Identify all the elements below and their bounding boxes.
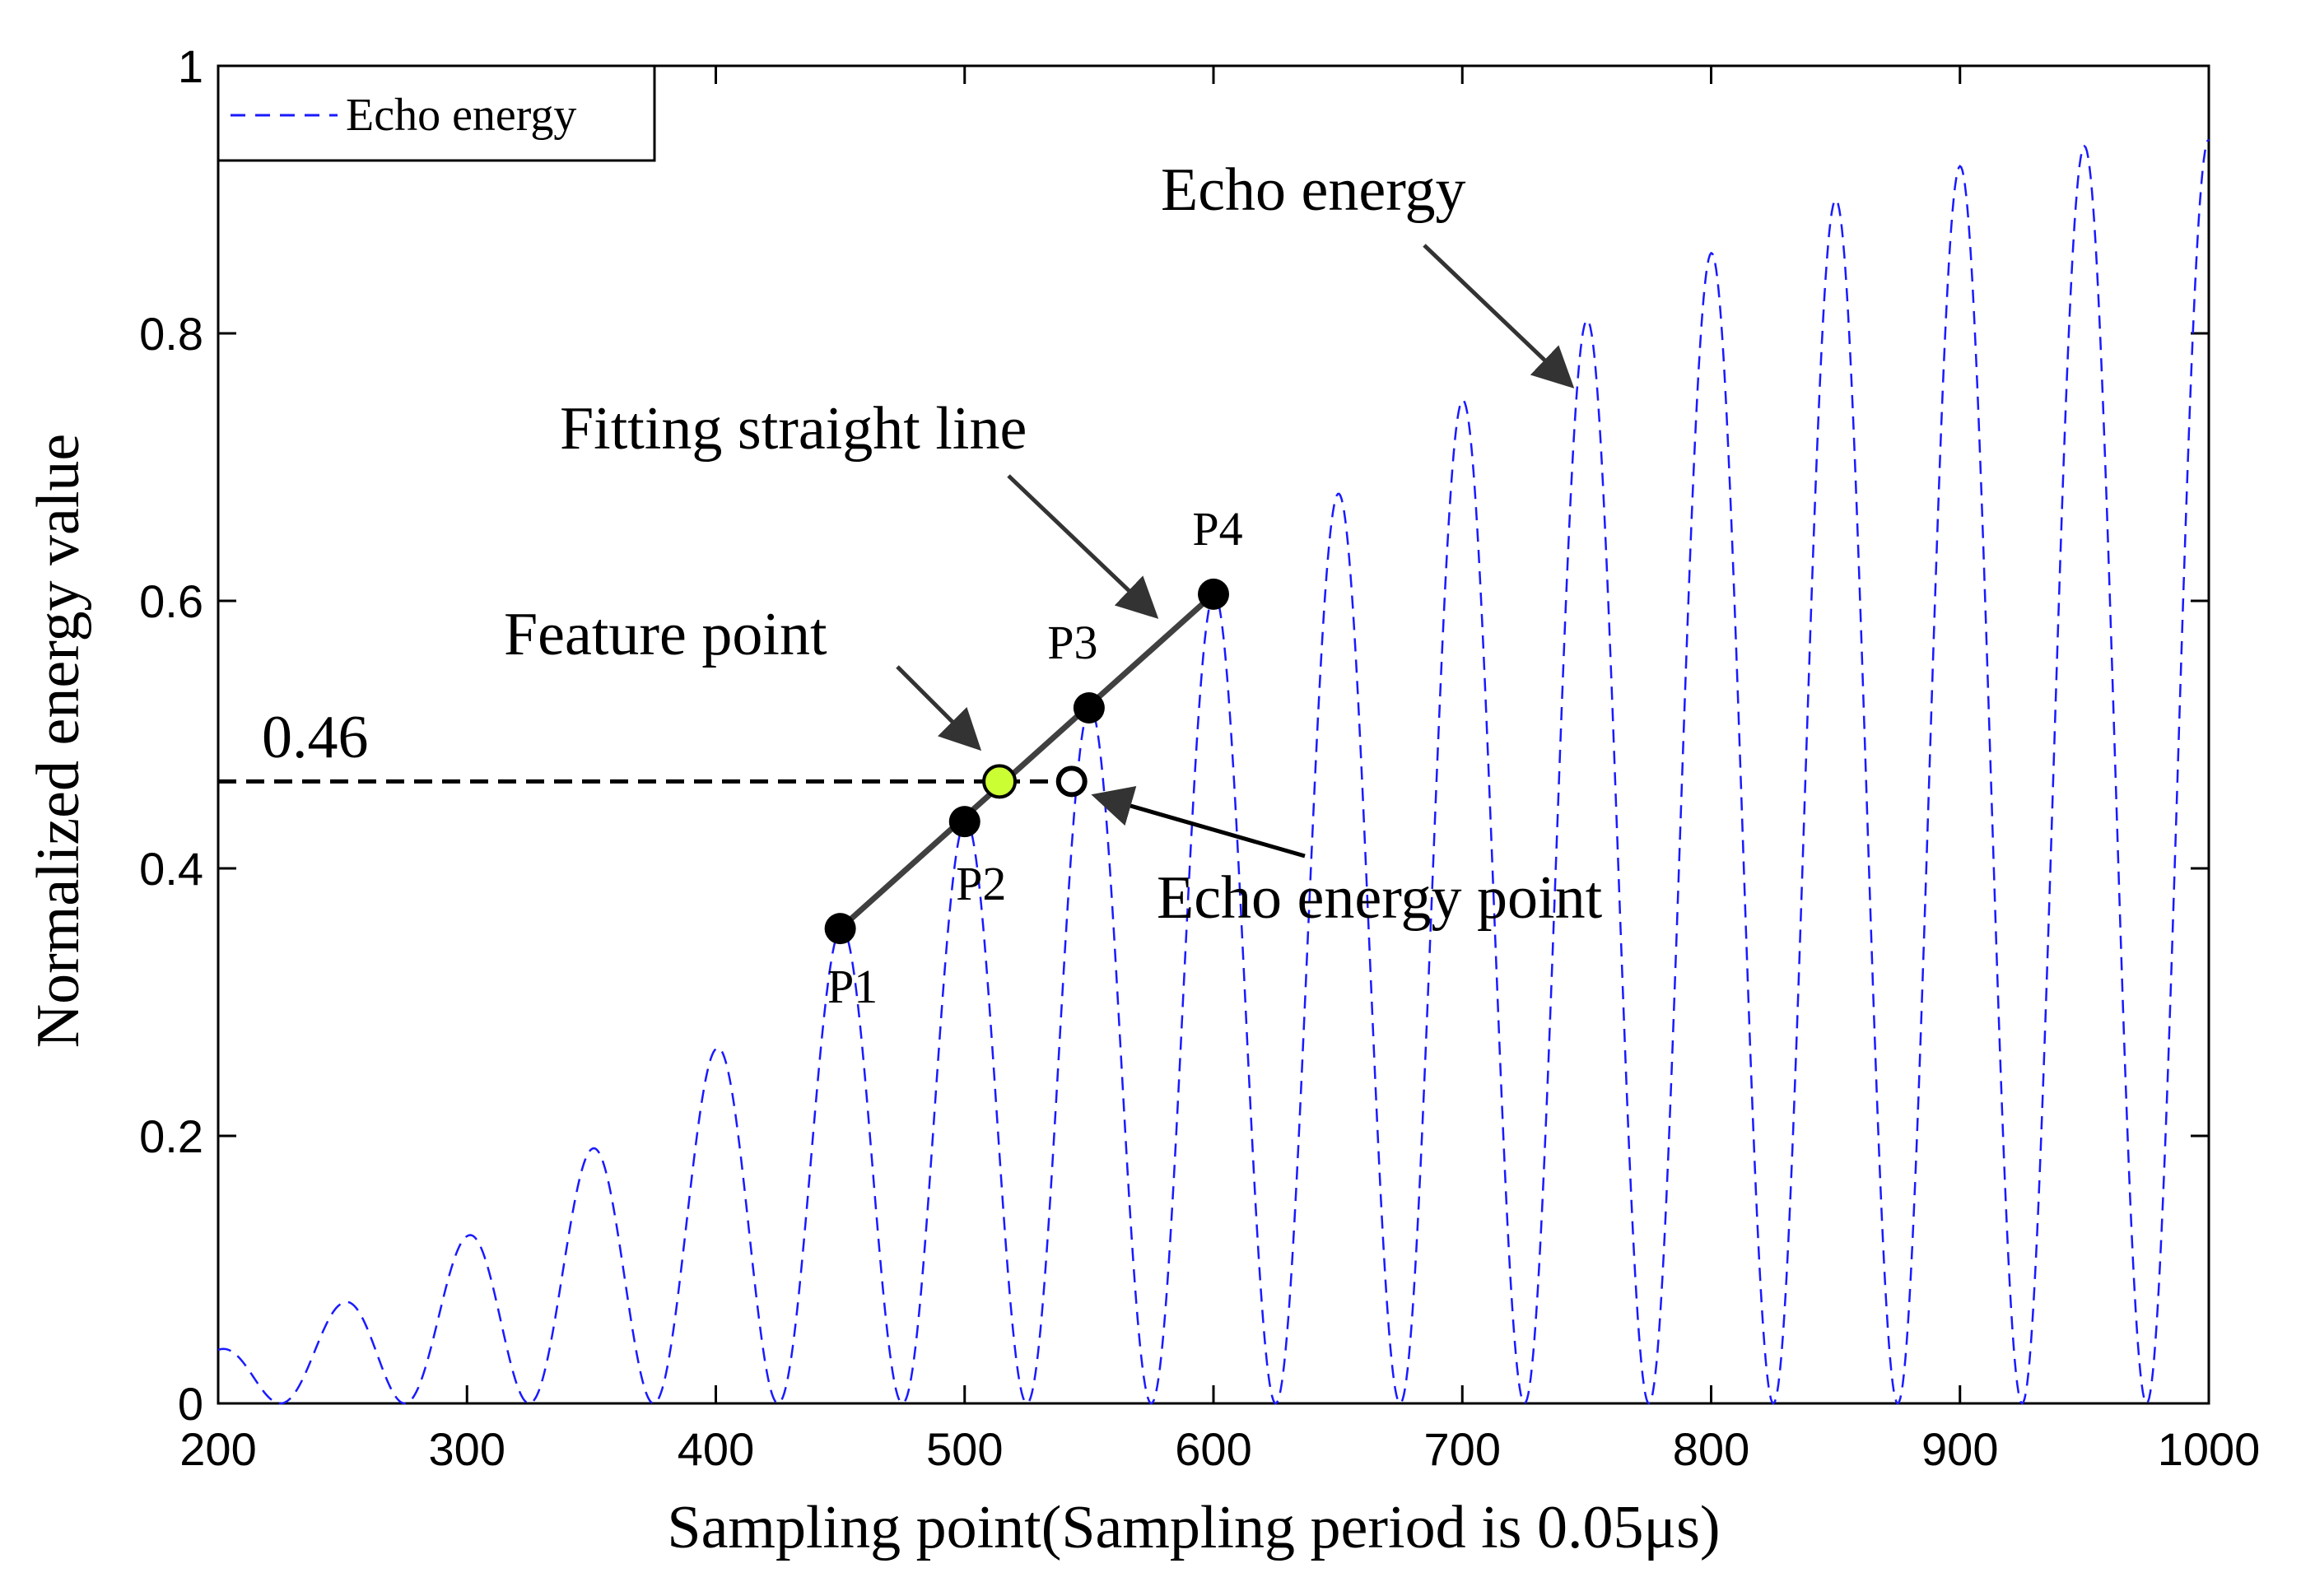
axes-frame (217, 64, 2210, 1405)
x-tick-label: 700 (1424, 1423, 1501, 1475)
x-tick-label: 300 (429, 1423, 505, 1475)
plot-border (217, 64, 2210, 1405)
x-tick-label: 400 (678, 1423, 754, 1475)
y-tick-label: 0 (178, 1378, 203, 1430)
arrow-echo-energy (1423, 244, 1575, 389)
labels: Sampling point(Sampling period is 0.05μs… (25, 156, 1721, 1561)
y-tick-label: 0.4 (139, 843, 203, 895)
feature-point (982, 764, 1018, 799)
fit-point-label-p3: P3 (1047, 616, 1097, 669)
arrow-echo-energy-point (1091, 786, 1306, 858)
arrow-feature-point (896, 665, 982, 751)
echo-energy-point (1055, 765, 1088, 798)
fit-point-p4 (1198, 578, 1229, 610)
fit-point-label-p2: P2 (956, 857, 1006, 910)
x-axis-label: Sampling point(Sampling period is 0.05μs… (667, 1494, 1720, 1561)
y-tick-label: 0.2 (139, 1110, 203, 1162)
annotation-fitting-line: Fitting straight line (560, 395, 1027, 463)
x-tick-label: 200 (179, 1423, 256, 1475)
fit-point-p1 (824, 913, 856, 945)
x-tick-label: 1000 (2158, 1423, 2261, 1475)
legend: Echo energy (217, 64, 656, 162)
echo-energy-curve (217, 138, 2210, 1405)
annotation-feature-point: Feature point (504, 601, 827, 668)
annotation-echo-energy-point: Echo energy point (1157, 864, 1603, 932)
x-tick-label: 600 (1175, 1423, 1251, 1475)
y-tick-label: 0.8 (139, 308, 203, 360)
fit-point-p2 (948, 806, 980, 838)
overlay: P1 P2 P3 P4 (218, 244, 1575, 1013)
y-tick-label: 0.6 (139, 575, 203, 627)
x-tick-label: 500 (926, 1423, 1003, 1475)
fit-point-label-p4: P4 (1192, 502, 1242, 556)
y-axis-label: Normalized energy value (25, 434, 92, 1049)
annotation-echo-energy: Echo energy (1161, 156, 1466, 224)
threshold-label: 0.46 (262, 704, 369, 771)
fitting-line (838, 592, 1216, 931)
x-tick-label: 800 (1673, 1423, 1749, 1475)
arrow-fitting-line (1007, 474, 1159, 619)
legend-entry-echo-energy: Echo energy (346, 90, 576, 141)
echo-energy-line (217, 138, 2210, 1405)
fit-point-label-p1: P1 (827, 960, 878, 1013)
legend-box (217, 64, 656, 162)
fit-point-p3 (1073, 692, 1105, 724)
axis-ticks: 200 300 400 500 600 700 800 900 1000 0 0.2 0.4 0.6 0.… (139, 40, 2260, 1475)
y-tick-label: 1 (178, 40, 203, 92)
x-tick-label: 900 (1921, 1423, 1998, 1475)
